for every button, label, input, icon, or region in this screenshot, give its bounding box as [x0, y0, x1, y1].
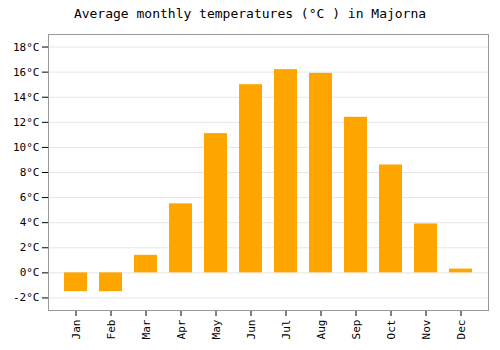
svg-text:14°C: 14°C: [13, 91, 40, 104]
svg-text:Apr: Apr: [175, 319, 188, 339]
svg-text:Feb: Feb: [105, 320, 118, 340]
svg-text:12°C: 12°C: [13, 116, 40, 129]
svg-text:16°C: 16°C: [13, 66, 40, 79]
svg-text:Jul: Jul: [280, 320, 293, 340]
svg-text:Nov: Nov: [420, 319, 433, 339]
html-text:Average monthly temperatures (: Average monthly temperatures (°C ) in Ma…: [73, 6, 427, 21]
svg-text:8°C: 8°C: [20, 166, 40, 179]
svg-text:Oct: Oct: [385, 320, 398, 340]
svg-text:May: May: [210, 319, 223, 339]
svg-text:Jun: Jun: [245, 320, 258, 340]
svg-text:Aug: Aug: [315, 320, 328, 340]
svg-text:18°C: 18°C: [13, 41, 40, 54]
svg-text:-2°C: -2°C: [13, 291, 40, 304]
svg-text:Dec: Dec: [455, 320, 468, 340]
svg-text:0°C: 0°C: [20, 266, 40, 279]
svg-text:Jan: Jan: [70, 320, 83, 340]
svg-text:4°C: 4°C: [20, 216, 40, 229]
svg-text:6°C: 6°C: [20, 191, 40, 204]
svg-text:Sep: Sep: [350, 320, 363, 340]
svg-text:10°C: 10°C: [13, 141, 40, 154]
svg-text:2°C: 2°C: [20, 241, 40, 254]
svg-text:Mar: Mar: [140, 319, 153, 339]
